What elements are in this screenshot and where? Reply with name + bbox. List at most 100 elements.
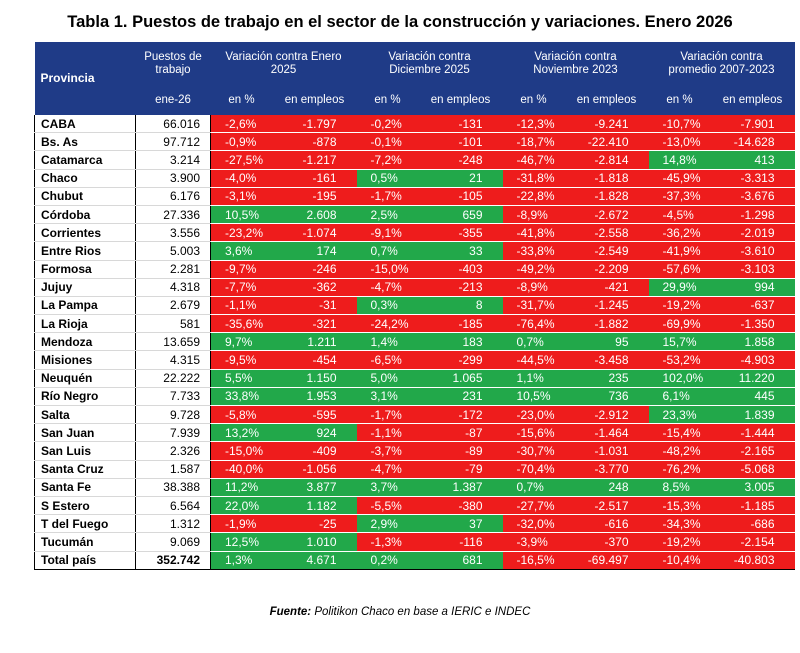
variation-jobs-1: -195 (272, 187, 357, 206)
header-emp-3: en empleos (564, 85, 649, 115)
variation-jobs-4: -4.903 (710, 350, 795, 370)
variation-pct-1: -1,9% (210, 514, 273, 534)
variation-jobs-3: -421 (564, 278, 649, 297)
table-row: Neuquén 22.222 5,5% 1.150 5,0% 1.065 1,1% 235 10… (34, 369, 795, 388)
variation-jobs-2: -87 (418, 423, 503, 443)
variation-jobs-3: 248 (564, 478, 649, 497)
variation-jobs-2: -403 (418, 260, 503, 279)
variation-pct-4: -10,7% (648, 115, 711, 134)
variation-jobs-1: -1.217 (272, 150, 357, 170)
province-name: Bs. As (34, 132, 136, 152)
jobs-value: 5.003 (135, 241, 211, 261)
table-row: Santa Cruz 1.587 -40,0% -1.056 -4,7% -79 -70,4… (34, 460, 795, 479)
variation-pct-4: -15,4% (648, 423, 711, 443)
variation-jobs-4: -3.610 (710, 241, 795, 261)
variation-pct-3: -12,3% (502, 115, 565, 134)
table-row: CABA 66.016 -2,6% -1.797 -0,2% -131 -12,3% -9.2… (34, 115, 795, 134)
table-row: Santa Fe 38.388 11,2% 3.877 3,7% 1.387 0,7% 248… (34, 478, 795, 497)
variation-jobs-3: 235 (564, 369, 649, 388)
table-body: CABA 66.016 -2,6% -1.797 -0,2% -131 -12,3% -9.2… (34, 115, 795, 570)
variation-jobs-1: 1.953 (272, 387, 357, 407)
variation-jobs-3: -2.672 (564, 205, 649, 225)
variation-jobs-1: -246 (272, 260, 357, 279)
variation-pct-2: -1,3% (356, 532, 419, 552)
variation-pct-1: -23,2% (210, 223, 273, 243)
province-name: Entre Rios (34, 241, 136, 261)
variation-jobs-2: -213 (418, 278, 503, 297)
variation-pct-2: -15,0% (356, 260, 419, 279)
variation-pct-4: -13,0% (648, 132, 711, 152)
variation-pct-1: -2,6% (210, 115, 273, 134)
variation-pct-1: 9,7% (210, 332, 273, 352)
variation-jobs-1: 2.608 (272, 205, 357, 225)
variation-pct-1: -3,1% (210, 187, 273, 206)
variation-jobs-1: 1.211 (272, 332, 357, 352)
variation-jobs-4: -14.628 (710, 132, 795, 152)
header-group-1: Variación contra Enero 2025 (210, 42, 357, 85)
variation-jobs-4: -5.068 (710, 460, 795, 479)
jobs-value: 4.315 (135, 350, 211, 370)
variation-jobs-3: 95 (564, 332, 649, 352)
variation-jobs-3: -3.458 (564, 350, 649, 370)
variation-jobs-4: -1.444 (710, 423, 795, 443)
jobs-value: 66.016 (135, 115, 211, 134)
variation-jobs-2: -105 (418, 187, 503, 206)
variation-jobs-3: -1.245 (564, 296, 649, 316)
variation-jobs-4: -7.901 (710, 115, 795, 134)
total-row: Total país 352.742 1,3% 4.671 0,2% 681 -16,5% -… (34, 550, 795, 570)
variation-jobs-2: 37 (418, 514, 503, 534)
variation-jobs-3: -2.549 (564, 241, 649, 261)
variation-jobs-1: -409 (272, 441, 357, 461)
employment-table: Provincia Puestos de trabajo Variación c… (34, 42, 795, 570)
variation-jobs-2: 681 (418, 550, 503, 570)
variation-pct-4: 6,1% (648, 387, 711, 407)
variation-pct-3: -33,8% (502, 241, 565, 261)
table-row: Entre Rios 5.003 3,6% 174 0,7% 33 -33,8% -2.549… (34, 241, 795, 261)
variation-pct-3: -15,6% (502, 423, 565, 443)
jobs-value: 97.712 (135, 132, 211, 152)
variation-pct-4: -69,9% (648, 314, 711, 334)
variation-pct-1: 5,5% (210, 369, 273, 388)
table-row: San Juan 7.939 13,2% 924 -1,1% -87 -15,6% -1.46… (34, 423, 795, 443)
variation-jobs-2: 33 (418, 241, 503, 261)
jobs-value: 22.222 (135, 369, 211, 388)
province-name: Corrientes (34, 223, 136, 243)
variation-jobs-3: -2.814 (564, 150, 649, 170)
source-label: Fuente: (269, 606, 312, 618)
province-name: Tucumán (34, 532, 136, 552)
variation-pct-4: 14,8% (648, 150, 711, 170)
table-row: Misiones 4.315 -9,5% -454 -6,5% -299 -44,5% -3.… (34, 350, 795, 370)
variation-pct-4: -53,2% (648, 350, 711, 370)
variation-pct-1: 1,3% (210, 550, 273, 570)
variation-jobs-3: 736 (564, 387, 649, 407)
variation-pct-3: -32,0% (502, 514, 565, 534)
table-row: Bs. As 97.712 -0,9% -878 -0,1% -101 -18,7% -22.… (34, 132, 795, 152)
variation-pct-2: 0,2% (356, 550, 419, 570)
variation-pct-4: 8,5% (648, 478, 711, 497)
variation-jobs-1: -454 (272, 350, 357, 370)
variation-jobs-3: -3.770 (564, 460, 649, 479)
variation-pct-1: -0,9% (210, 132, 273, 152)
province-name: Misiones (34, 350, 136, 370)
province-name: Mendoza (34, 332, 136, 352)
variation-pct-3: -31,8% (502, 169, 565, 188)
variation-pct-2: 5,0% (356, 369, 419, 388)
jobs-value: 38.388 (135, 478, 211, 497)
table-row: Jujuy 4.318 -7,7% -362 -4,7% -213 -8,9% -421 29,… (34, 278, 795, 297)
variation-pct-1: -5,8% (210, 405, 273, 425)
jobs-value: 7.733 (135, 387, 211, 407)
header-pct-4: en % (648, 85, 711, 115)
variation-jobs-4: -686 (710, 514, 795, 534)
variation-jobs-4: 413 (710, 150, 795, 170)
jobs-value: 7.939 (135, 423, 211, 443)
variation-pct-4: 29,9% (648, 278, 711, 297)
table-row: Chaco 3.900 -4,0% -161 0,5% 21 -31,8% -1.818 -45… (34, 169, 795, 188)
jobs-value: 3.900 (135, 169, 211, 188)
variation-jobs-3: -1.882 (564, 314, 649, 334)
variation-pct-2: -7,2% (356, 150, 419, 170)
variation-jobs-4: 11.220 (710, 369, 795, 388)
province-name: Santa Cruz (34, 460, 136, 479)
province-name: Neuquén (34, 369, 136, 388)
header-emp-2: en empleos (418, 85, 503, 115)
table-row: Río Negro 7.733 33,8% 1.953 3,1% 231 10,5% 736 6… (34, 387, 795, 407)
